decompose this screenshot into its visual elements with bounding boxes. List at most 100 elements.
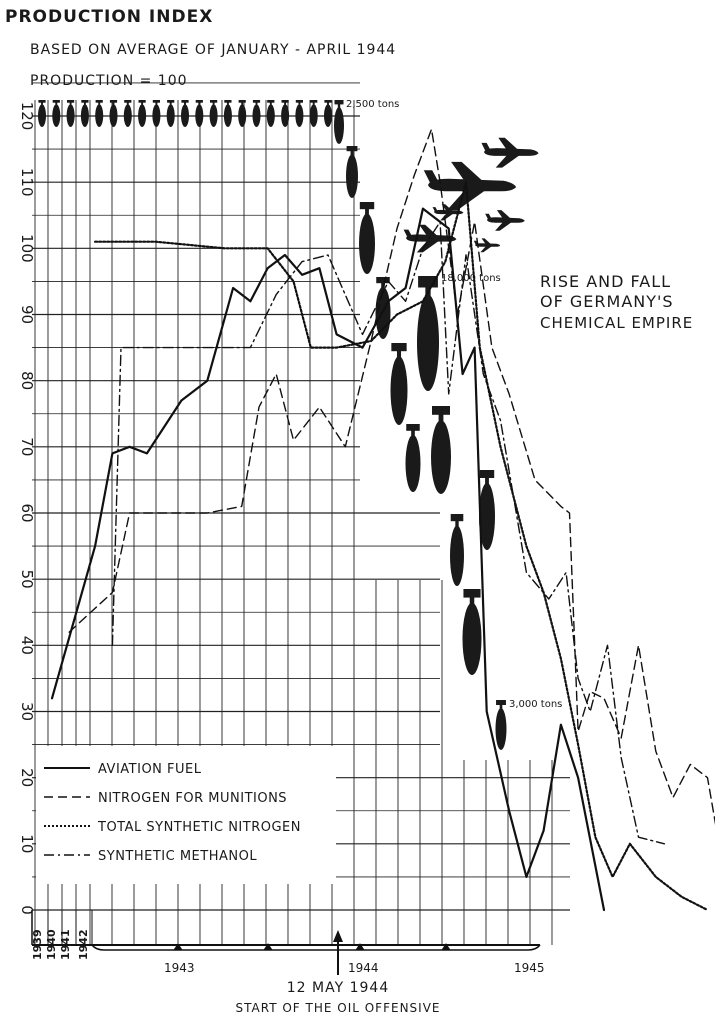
- bomb-fin: [67, 100, 75, 103]
- bomb-neck: [298, 102, 301, 105]
- bomb-neck: [241, 102, 244, 105]
- bomb-neck: [255, 102, 258, 105]
- bomb-body: [223, 104, 232, 128]
- bomb-fin: [238, 100, 246, 103]
- bomb-body: [209, 104, 218, 128]
- bomb-neck: [365, 207, 369, 215]
- bomb-body: [252, 104, 261, 128]
- bomb-neck: [327, 102, 329, 105]
- bomb-fin: [295, 100, 303, 103]
- plane-wing-bottom: [440, 213, 454, 221]
- bomb-label-peak: 18,000 tons: [441, 273, 501, 284]
- bomb-body: [109, 104, 118, 128]
- bomb-body: [309, 104, 318, 128]
- bomb-body: [152, 104, 161, 128]
- plane-tail: [481, 142, 491, 151]
- x-label-1940: 1940: [45, 929, 58, 960]
- plane-fuselage: [434, 209, 464, 215]
- legend-label-total-synthetic-nitrogen: TOTAL SYNTHETIC NITROGEN: [97, 820, 301, 835]
- legend: AVIATION FUEL NITROGEN FOR MUNITIONS TOT…: [44, 762, 301, 864]
- bomb-fin: [81, 100, 89, 103]
- series-line-total-synthetic-nitrogen: [94, 181, 709, 912]
- y-tick-label: 100: [18, 234, 36, 263]
- bomb-icon: [281, 100, 290, 128]
- plane-wing-top: [496, 210, 512, 220]
- y-tick-label: 90: [18, 305, 36, 324]
- bomb-neck: [155, 102, 158, 105]
- plane-tail: [423, 170, 439, 183]
- annotation-date: 12 MAY 1944: [287, 980, 389, 996]
- bomb-neck: [41, 102, 43, 105]
- bomb-body: [95, 104, 104, 128]
- bomb-fin: [167, 100, 175, 103]
- y-tick-label: 10: [18, 834, 36, 853]
- y-tick-label: 120: [18, 102, 36, 131]
- bomb-icon: [52, 100, 61, 128]
- chart-subtitle-1: BASED ON AVERAGE OF JANUARY - APRIL 1944: [30, 42, 396, 58]
- bomb-body: [495, 708, 507, 750]
- x-label-1945: 1945: [514, 961, 545, 975]
- plane-fuselage: [484, 148, 539, 156]
- plane-wing-top: [498, 137, 520, 151]
- plane-wing-top: [481, 238, 492, 245]
- bomb-icon: [238, 100, 247, 128]
- bomb-body: [80, 104, 89, 128]
- plane-wing-bottom: [416, 240, 440, 253]
- x-label-1941: 1941: [59, 929, 72, 960]
- bomb-icon: [66, 100, 75, 128]
- bomb-icon: [324, 100, 332, 128]
- bomb-fin: [496, 700, 506, 705]
- bomb-icon: [38, 100, 46, 128]
- y-tick-label: 30: [18, 702, 36, 721]
- x-axis-base: [91, 944, 541, 951]
- annotation-text: START OF THE OIL OFFENSIVE: [236, 1001, 441, 1015]
- bomb-body: [123, 104, 132, 128]
- plane-fuselage: [475, 243, 501, 247]
- chart-title: PRODUCTION INDEX: [5, 7, 213, 27]
- bomber-plane-icon: [485, 210, 525, 231]
- bomb-neck: [284, 102, 287, 105]
- bomb-fin: [463, 589, 481, 598]
- bomb-label-first: 2,500 tons: [346, 99, 399, 110]
- y-axis-tick-labels: 0 10 20 30 40 50 60 70 80 90 100 110 120: [18, 102, 36, 915]
- bomb-neck: [126, 102, 129, 105]
- y-tick-label: 0: [18, 905, 36, 915]
- bomb-icon: [334, 100, 344, 144]
- bomber-plane-icon: [481, 137, 539, 168]
- side-title-line-1: RISE AND FALL: [540, 272, 671, 291]
- bomb-fin: [252, 100, 261, 103]
- bomb-icon: [252, 100, 261, 128]
- bomb-neck: [337, 103, 341, 108]
- bomb-fin: [479, 470, 495, 478]
- x-label-1939: 1939: [31, 929, 44, 960]
- bomb-fin: [109, 100, 118, 103]
- bomb-icon: [462, 589, 482, 675]
- bomber-plane-icon: [432, 204, 464, 221]
- bomb-fin: [195, 100, 203, 103]
- bomb-icon: [181, 100, 189, 128]
- x-axis-notch: [355, 943, 365, 951]
- bomb-neck: [98, 102, 101, 105]
- bomb-body: [346, 154, 358, 198]
- series-line-aviation-fuel: [50, 207, 606, 912]
- bomb-fin: [346, 146, 358, 152]
- bomb-fin: [152, 100, 160, 103]
- plane-wing-top: [441, 204, 453, 212]
- bomb-body: [334, 107, 344, 144]
- bomb-neck: [312, 102, 315, 105]
- bomb-body: [324, 104, 332, 128]
- bomb-neck: [469, 595, 475, 605]
- bomb-icon: [450, 514, 464, 586]
- bomb-body: [295, 104, 304, 128]
- bomb-fin: [181, 100, 189, 103]
- plane-wing-bottom: [495, 154, 521, 168]
- bomb-neck: [269, 102, 272, 105]
- bomb-icon: [109, 100, 118, 128]
- bomb-neck: [226, 102, 229, 105]
- bomb-body: [238, 104, 247, 128]
- bomb-icon: [346, 146, 358, 198]
- plane-fuselage: [406, 234, 457, 242]
- plane-wing-top: [451, 161, 485, 183]
- bomb-body: [359, 213, 375, 274]
- bomb-body: [166, 104, 175, 128]
